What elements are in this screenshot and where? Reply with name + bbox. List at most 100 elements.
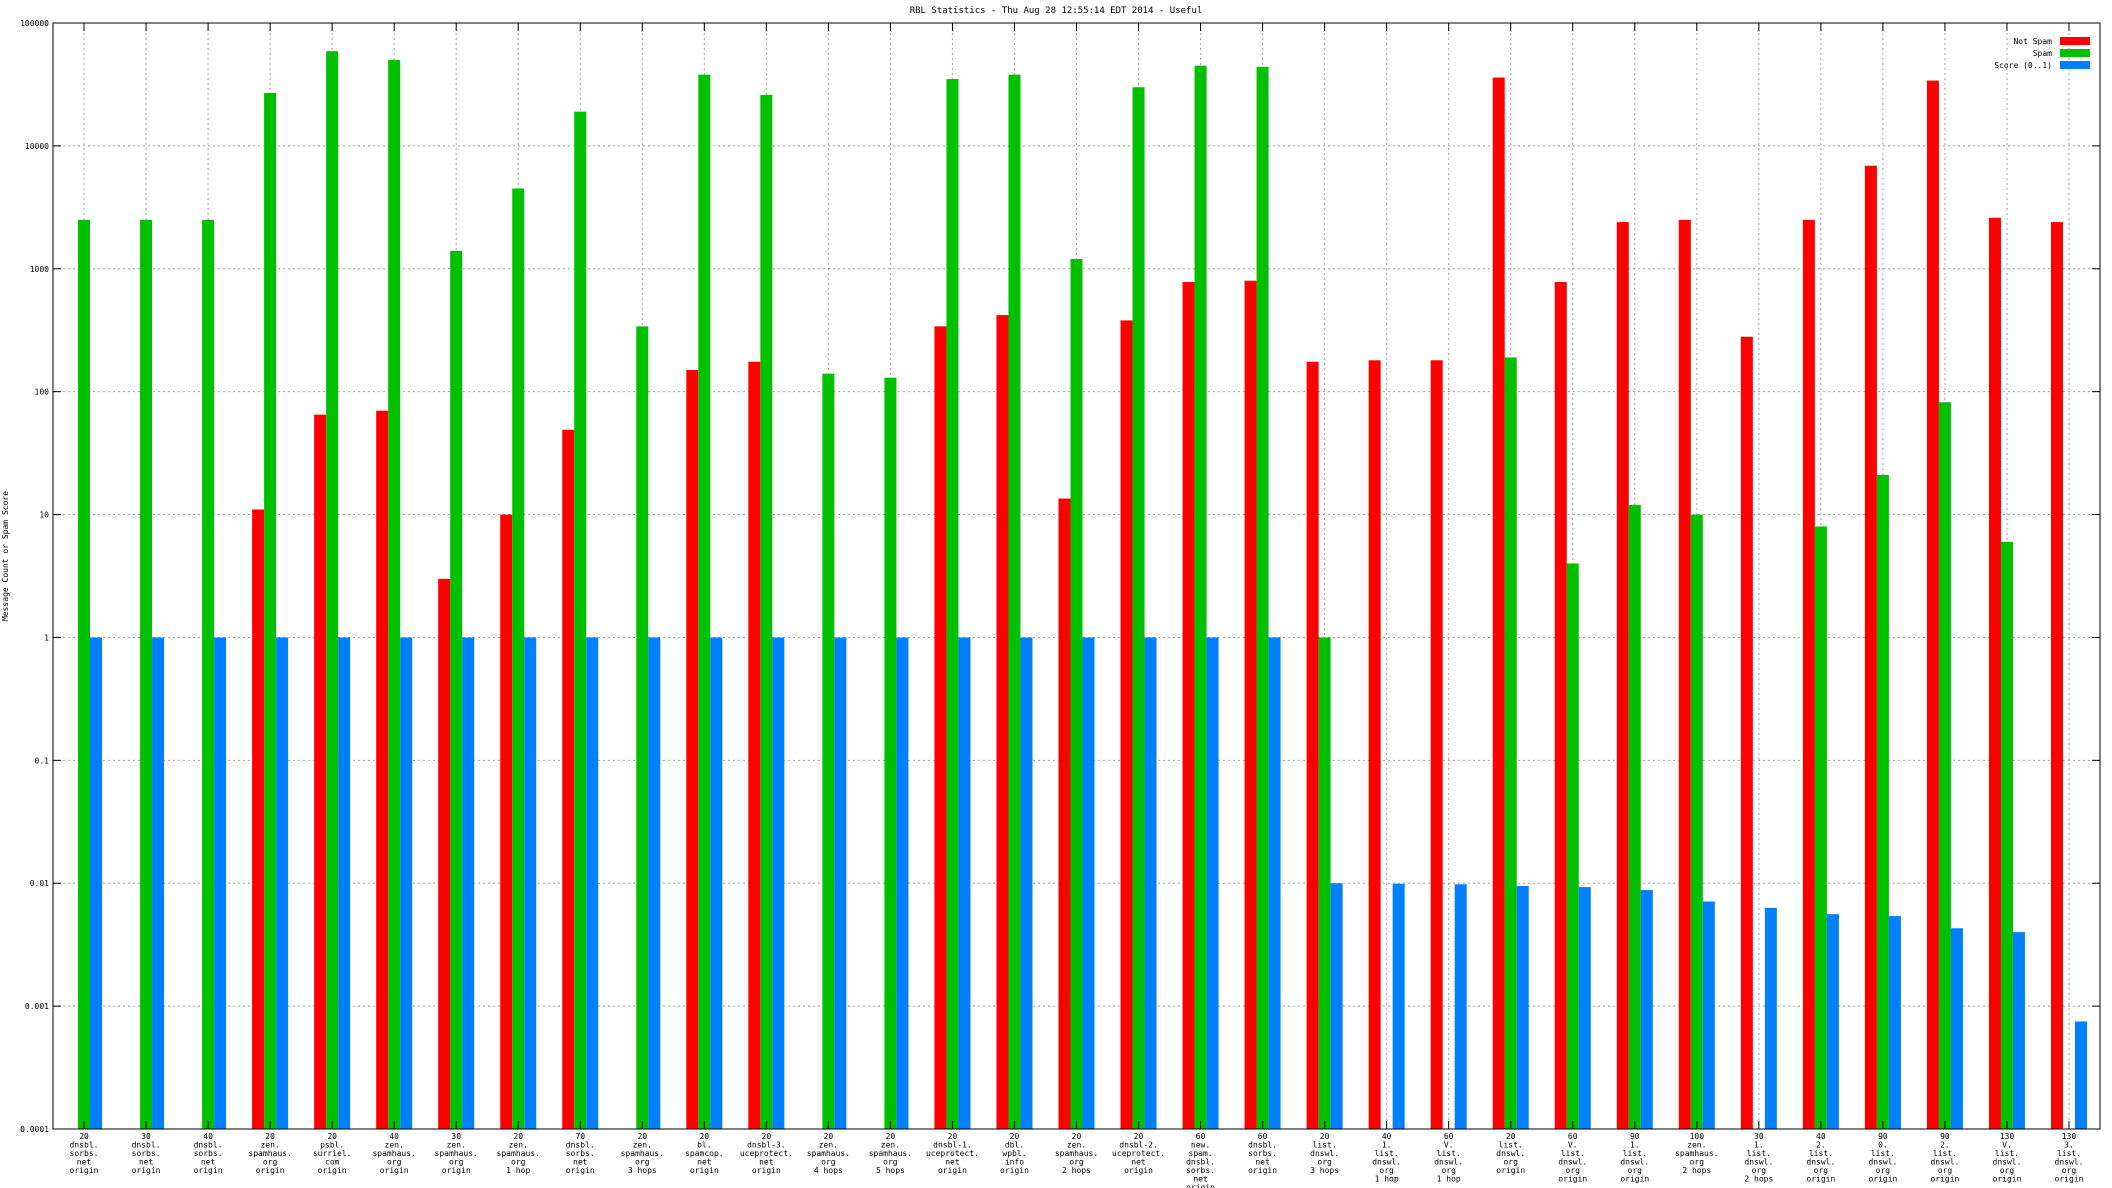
bar-not-spam	[748, 361, 761, 1129]
x-tick-label-line: 90	[1630, 1132, 1640, 1141]
x-tick-label-line: sorbs.	[70, 1149, 99, 1158]
x-tick-label-line: dnsbl-2.	[1119, 1141, 1158, 1150]
bar-not-spam	[438, 578, 451, 1129]
y-tick-label: 0.0001	[20, 1125, 49, 1134]
x-tick-label-line: net	[77, 1158, 92, 1167]
x-tick-label-line: 130	[2000, 1132, 2015, 1141]
x-tick-label-line: zen.	[633, 1141, 652, 1150]
x-tick-label-line: origin	[2055, 1175, 2084, 1184]
x-tick-label-line: dnswl.	[1558, 1158, 1587, 1167]
x-tick-label-line: zen.	[1687, 1141, 1706, 1150]
bar-score-0-1	[1144, 637, 1157, 1129]
x-tick-label: 20 zen. spamhaus. org 4 hops	[807, 1132, 850, 1175]
x-tick-label-line: spamhaus.	[372, 1149, 415, 1158]
bar-score-0-1	[1826, 914, 1839, 1129]
x-tick-label-line: info	[1005, 1158, 1024, 1167]
bar-spam	[202, 219, 215, 1129]
x-tick-label-line: list.	[1809, 1149, 1833, 1158]
x-tick-label: 130 3. list. dnswl. org origin	[2055, 1132, 2084, 1184]
x-tick-label-line: 20	[824, 1132, 834, 1141]
x-tick-label-line: net	[1131, 1158, 1146, 1167]
x-tick-label-line: origin	[1993, 1175, 2022, 1184]
x-tick-label-line: 20	[513, 1132, 523, 1141]
x-tick-label-line: 130	[2062, 1132, 2077, 1141]
x-tick-label-line: net	[697, 1158, 712, 1167]
x-tick-label-line: origin	[1496, 1166, 1525, 1175]
bar-not-spam	[686, 370, 699, 1130]
bar-spam	[946, 79, 959, 1130]
x-tick-label-line: sorbs.	[132, 1149, 161, 1158]
legend: Not Spam Spam Score (0..1)	[1994, 37, 2090, 70]
x-tick-label-line: 4 hops	[814, 1166, 843, 1175]
x-tick-label-line: origin	[442, 1166, 471, 1175]
x-tick-label-line: origin	[256, 1166, 285, 1175]
x-tick-label-line: list.	[1747, 1149, 1771, 1158]
x-tick-label: 20 dbl. wpbl. info origin	[1000, 1132, 1029, 1175]
bar-not-spam	[1988, 217, 2001, 1129]
x-tick-label-line: dnswl.	[1868, 1158, 1897, 1167]
x-tick-label-line: dnswl.	[1372, 1158, 1401, 1167]
x-tick-label-line: spamhaus.	[248, 1149, 291, 1158]
x-tick-label-line: org	[635, 1158, 650, 1167]
x-tick-label-line: org	[511, 1158, 526, 1167]
x-tick-label-line: origin	[380, 1166, 409, 1175]
bar-score-0-1	[1950, 928, 1963, 1129]
x-tick-label-line: sorbs.	[1186, 1166, 1215, 1175]
x-tick-label: 40 2. list. dnswl. org origin	[1806, 1132, 1835, 1184]
y-tick-label: 1000	[30, 265, 49, 274]
x-tick-label-line: origin	[938, 1166, 967, 1175]
x-tick-label-line: 5 hops	[876, 1166, 905, 1175]
bar-score-0-1	[1020, 637, 1033, 1129]
x-tick-label-line: 30	[1754, 1132, 1764, 1141]
x-tick-label-line: origin	[1558, 1175, 1587, 1184]
x-tick-label-line: net	[139, 1158, 154, 1167]
x-tick-label-line: zen.	[881, 1141, 900, 1150]
bar-spam	[1628, 504, 1641, 1129]
bar-score-0-1	[152, 637, 165, 1129]
x-tick-label: 30 zen. spamhaus. org origin	[435, 1132, 478, 1175]
x-tick-label-line: origin	[1806, 1175, 1835, 1184]
x-tick-label-line: uceprotect.	[740, 1149, 793, 1158]
x-tick-label-line: sorbs.	[194, 1149, 223, 1158]
x-tick-label-line: 1.	[1630, 1141, 1640, 1150]
x-tick-label-line: dnswl.	[1744, 1158, 1773, 1167]
x-tick-label-line: spam.	[1189, 1149, 1213, 1158]
x-tick-label: 20 dnsbl-2. uceprotect. net origin	[1112, 1132, 1165, 1175]
bar-not-spam	[1802, 219, 1815, 1129]
x-tick-label: 20 zen. spamhaus. org 3 hops	[621, 1132, 664, 1175]
bar-score-0-1	[338, 637, 351, 1129]
x-tick-label-line: org	[821, 1158, 836, 1167]
x-tick-label-line: 60	[1258, 1132, 1268, 1141]
x-tick-label-line: V.	[1444, 1141, 1454, 1150]
x-tick-label-line: 2 hops	[1062, 1166, 1091, 1175]
x-tick-label-line: origin	[194, 1166, 223, 1175]
y-axis-label: Message Count or Spam Score	[1, 491, 10, 621]
x-tick-label-line: org	[1503, 1158, 1518, 1167]
x-tick-label-line: 30	[141, 1132, 151, 1141]
x-tick-label-line: dnsbl-3.	[747, 1141, 786, 1150]
x-tick-label-line: origin	[1930, 1175, 1959, 1184]
x-tick-label-line: 100	[1690, 1132, 1705, 1141]
x-tick-label-line: origin	[1000, 1166, 1029, 1175]
y-tick-label: 0.01	[30, 879, 49, 888]
bar-score-0-1	[1764, 907, 1777, 1129]
x-tick-label: 90 0. list. dnswl. org origin	[1868, 1132, 1897, 1184]
x-tick-label-line: sorbs.	[566, 1149, 595, 1158]
x-tick-label-line: list.	[1375, 1149, 1399, 1158]
x-tick-label: 60 new. spam. dnsbl. sorbs. net origin	[1186, 1132, 1215, 1188]
x-tick-label-line: 20	[327, 1132, 337, 1141]
bar-not-spam	[1554, 282, 1567, 1129]
x-tick-label-line: 20	[1320, 1132, 1330, 1141]
x-tick-label-line: 2 hops	[1682, 1166, 1711, 1175]
x-tick-label: 20 zen. spamhaus. org 2 hops	[1055, 1132, 1098, 1175]
x-tick-label: 130 V. list. dnswl. org origin	[1993, 1132, 2022, 1184]
x-tick-label: 90 1. list. dnswl. org origin	[1620, 1132, 1649, 1184]
x-tick-label-line: list.	[1561, 1149, 1585, 1158]
bar-spam	[388, 59, 401, 1129]
x-tick-label-line: V.	[1568, 1141, 1578, 1150]
bar-not-spam	[1616, 222, 1629, 1129]
x-tick-label-line: dnswl.	[2055, 1158, 2084, 1167]
y-tick-label: 1	[44, 633, 49, 642]
x-tick-label-line: net	[759, 1158, 774, 1167]
x-tick-label-line: org	[2000, 1166, 2015, 1175]
